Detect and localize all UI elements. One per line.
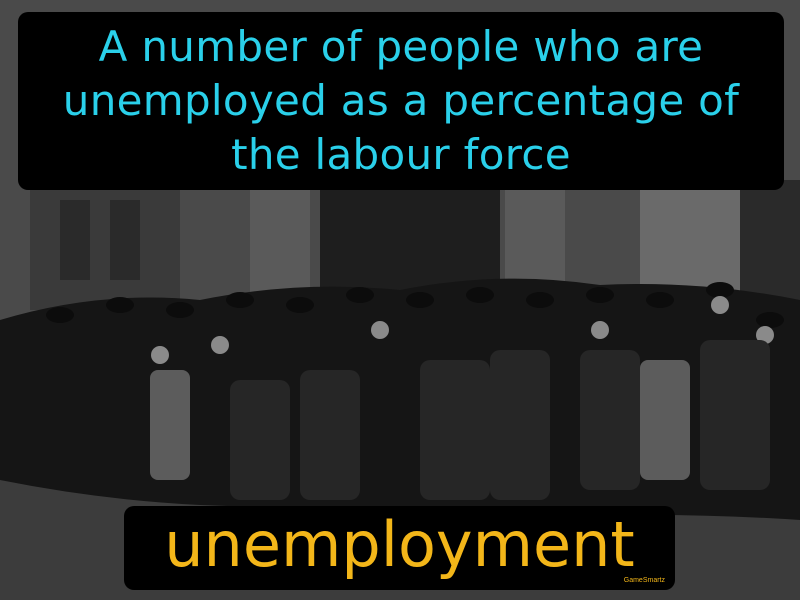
term-box: unemployment GameSmartz <box>124 506 675 590</box>
brand-watermark: GameSmartz <box>623 577 665 584</box>
definition-text: A number of people who are unemployed as… <box>62 22 740 179</box>
definition-box: A number of people who are unemployed as… <box>18 12 784 190</box>
term-text: unemployment <box>164 508 635 581</box>
